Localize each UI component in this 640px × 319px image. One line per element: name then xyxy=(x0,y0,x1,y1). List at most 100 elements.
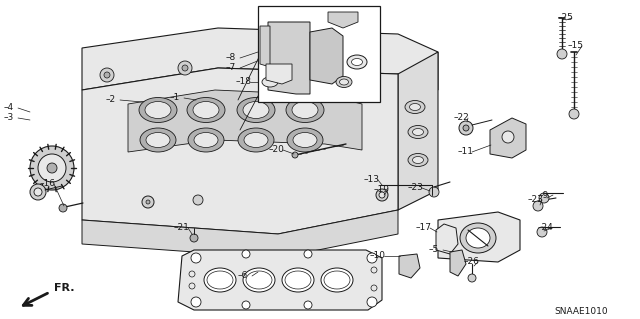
Circle shape xyxy=(242,301,250,309)
Ellipse shape xyxy=(282,268,314,292)
Text: FR.: FR. xyxy=(54,283,74,293)
Circle shape xyxy=(30,184,46,200)
Circle shape xyxy=(30,146,74,190)
Ellipse shape xyxy=(413,157,424,164)
Ellipse shape xyxy=(405,100,425,114)
Circle shape xyxy=(142,196,154,208)
Text: –4: –4 xyxy=(4,103,14,113)
Ellipse shape xyxy=(187,98,225,122)
Ellipse shape xyxy=(321,268,353,292)
Polygon shape xyxy=(328,12,358,28)
Circle shape xyxy=(34,188,42,196)
Ellipse shape xyxy=(293,132,317,147)
Circle shape xyxy=(359,73,365,79)
Circle shape xyxy=(459,121,473,135)
Ellipse shape xyxy=(140,128,176,152)
Polygon shape xyxy=(82,210,398,258)
Text: –18: –18 xyxy=(236,78,252,86)
Ellipse shape xyxy=(347,55,367,69)
Ellipse shape xyxy=(238,128,274,152)
Ellipse shape xyxy=(188,128,224,152)
Polygon shape xyxy=(399,254,420,278)
Circle shape xyxy=(146,200,150,204)
Text: –23: –23 xyxy=(528,196,544,204)
Circle shape xyxy=(539,193,549,203)
Circle shape xyxy=(367,297,377,307)
Circle shape xyxy=(104,72,110,78)
Text: –20: –20 xyxy=(269,145,285,154)
Circle shape xyxy=(191,253,201,263)
Polygon shape xyxy=(260,26,270,67)
Ellipse shape xyxy=(262,77,278,87)
Circle shape xyxy=(189,271,195,277)
Ellipse shape xyxy=(237,98,275,122)
Circle shape xyxy=(463,125,469,131)
Text: –17: –17 xyxy=(416,224,432,233)
Text: SNAAE1010: SNAAE1010 xyxy=(554,308,607,316)
Polygon shape xyxy=(82,28,438,90)
Text: –14: –14 xyxy=(346,70,362,79)
Text: –5: –5 xyxy=(429,246,439,255)
Ellipse shape xyxy=(244,132,268,147)
Circle shape xyxy=(178,61,192,75)
Circle shape xyxy=(292,152,298,158)
Circle shape xyxy=(289,68,295,74)
Text: –1: –1 xyxy=(170,93,180,102)
Circle shape xyxy=(191,297,201,307)
Ellipse shape xyxy=(413,129,424,136)
Text: –22: –22 xyxy=(454,114,470,122)
Circle shape xyxy=(59,204,67,212)
Text: –10: –10 xyxy=(370,251,386,261)
Ellipse shape xyxy=(243,101,269,118)
Ellipse shape xyxy=(243,268,275,292)
Text: –11: –11 xyxy=(458,147,474,157)
Text: –26: –26 xyxy=(464,257,480,266)
Text: –21: –21 xyxy=(174,224,190,233)
Ellipse shape xyxy=(351,58,362,65)
Circle shape xyxy=(38,154,66,182)
Polygon shape xyxy=(82,68,398,234)
Circle shape xyxy=(533,201,543,211)
Circle shape xyxy=(285,64,299,78)
FancyBboxPatch shape xyxy=(258,6,380,102)
Text: –9: –9 xyxy=(539,190,549,199)
Polygon shape xyxy=(266,64,292,84)
Circle shape xyxy=(304,250,312,258)
Text: –19: –19 xyxy=(374,186,390,195)
Ellipse shape xyxy=(204,268,236,292)
Circle shape xyxy=(193,195,203,205)
Circle shape xyxy=(557,49,567,59)
Text: –24: –24 xyxy=(538,224,554,233)
Circle shape xyxy=(468,274,476,282)
Text: –2: –2 xyxy=(106,95,116,105)
Ellipse shape xyxy=(339,79,349,85)
Ellipse shape xyxy=(286,98,324,122)
Circle shape xyxy=(47,163,57,173)
Polygon shape xyxy=(436,224,458,254)
Circle shape xyxy=(242,250,250,258)
Text: –16: –16 xyxy=(40,180,56,189)
Polygon shape xyxy=(450,250,466,276)
Ellipse shape xyxy=(287,128,323,152)
Polygon shape xyxy=(490,118,526,158)
Circle shape xyxy=(189,283,195,289)
Polygon shape xyxy=(268,22,310,94)
Circle shape xyxy=(355,69,369,83)
Ellipse shape xyxy=(408,153,428,167)
Text: –23: –23 xyxy=(408,183,424,192)
Text: –8: –8 xyxy=(226,54,236,63)
Polygon shape xyxy=(438,212,520,262)
Polygon shape xyxy=(128,90,362,152)
Circle shape xyxy=(376,189,388,201)
Circle shape xyxy=(190,234,198,242)
Ellipse shape xyxy=(193,101,219,118)
Text: –7: –7 xyxy=(226,63,236,72)
Circle shape xyxy=(304,301,312,309)
Text: –15: –15 xyxy=(568,41,584,50)
Ellipse shape xyxy=(292,101,318,118)
Ellipse shape xyxy=(410,103,420,110)
Circle shape xyxy=(371,267,377,273)
Circle shape xyxy=(429,187,439,197)
Ellipse shape xyxy=(146,132,170,147)
Circle shape xyxy=(379,192,385,198)
